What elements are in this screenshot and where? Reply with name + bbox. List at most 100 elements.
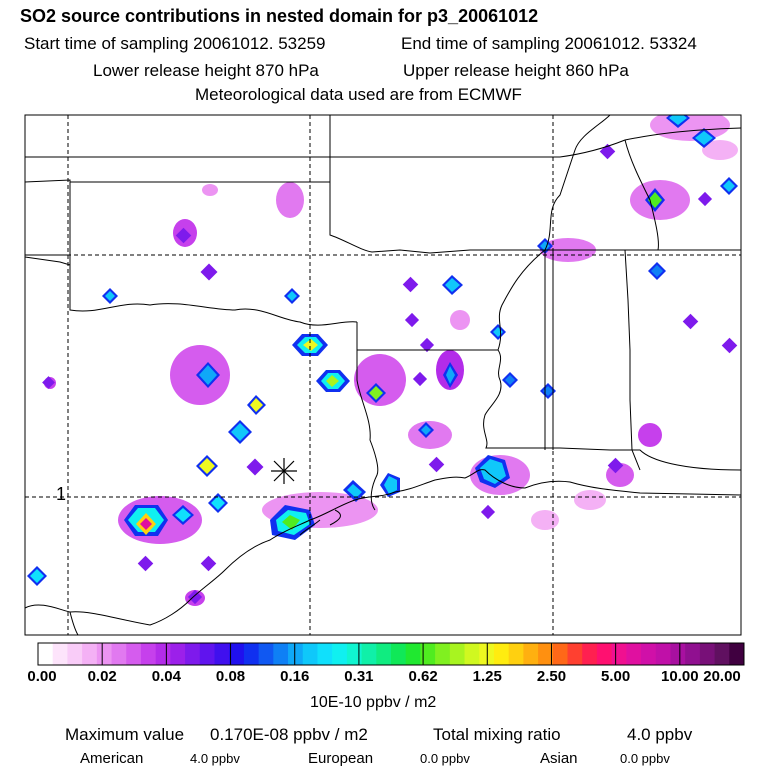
colorbar-swatch: [302, 643, 318, 665]
border-line: [69, 255, 358, 326]
colorbar-swatch: [552, 643, 568, 665]
colorbar-swatch: [626, 643, 642, 665]
hotspot-cell: [105, 291, 115, 301]
colorbar-swatch: [317, 643, 333, 665]
plume-blob: [650, 115, 730, 141]
colorbar-tick-label: 0.02: [87, 668, 117, 685]
colorbar-swatch: [52, 643, 68, 665]
hotspot-cell: [199, 365, 217, 385]
colorbar-swatch: [332, 643, 348, 665]
hotspot-cell: [446, 366, 455, 384]
colorbar-swatch: [346, 643, 362, 665]
border-line: [329, 115, 560, 182]
hotspot-cell: [723, 180, 735, 192]
small-cell: [42, 376, 55, 389]
hotspot-cell: [384, 476, 397, 494]
colorbar-swatch: [288, 643, 304, 665]
hotspot-cell: [199, 458, 215, 474]
hotspot-cell: [369, 386, 383, 400]
colorbar-units: 10E-10 ppbv / m2: [310, 694, 437, 711]
colorbar-swatch: [38, 643, 54, 665]
coastline: [25, 469, 741, 626]
upper-height-label: Upper release height 860 hPa: [403, 61, 629, 80]
plume-blob: [202, 184, 218, 196]
colorbar-swatch: [567, 643, 583, 665]
colorbar-swatch: [96, 643, 112, 665]
start-time-label: Start time of sampling 20061012. 53259: [24, 34, 326, 53]
colorbar-swatch: [199, 643, 215, 665]
plume-blob: [276, 182, 304, 218]
map-title: SO2 source contributions in nested domai…: [20, 6, 539, 26]
colorbar-swatch: [449, 643, 465, 665]
hotspot-cell: [480, 459, 506, 484]
colorbar-tick-label: 1.25: [472, 668, 502, 685]
colorbar-swatch: [258, 643, 274, 665]
hotspot-cell: [30, 569, 44, 583]
lower-height-label: Lower release height 870 hPa: [93, 61, 319, 80]
colorbar-swatch: [82, 643, 98, 665]
small-cell: [412, 371, 428, 387]
hotspot-cell: [421, 425, 431, 435]
colorbar-swatch: [361, 643, 377, 665]
coastline-detail: [299, 509, 341, 536]
colorbar-swatch: [214, 643, 230, 665]
colorbar-swatch: [140, 643, 157, 665]
end-time-label: End time of sampling 20061012. 53324: [401, 34, 697, 53]
american-label: American: [80, 750, 144, 767]
small-cell: [246, 458, 264, 476]
colorbar-swatch: [670, 643, 686, 665]
asterisk-source-marker: [271, 458, 297, 484]
colorbar-swatch: [596, 643, 613, 665]
border-line: [357, 349, 741, 471]
colorbar-frame: [37, 642, 745, 666]
colorbar-swatch: [170, 643, 186, 665]
small-cell: [137, 555, 154, 572]
colorbar-swatch: [185, 643, 201, 665]
colorbar-swatch: [685, 643, 701, 665]
map-frame: [24, 114, 742, 636]
plume-blob: [531, 510, 559, 530]
grid-label: 1: [56, 484, 66, 504]
hotspot-cell: [445, 278, 460, 292]
small-cell: [697, 191, 713, 207]
colorbar-tick-label: 10.00: [661, 668, 699, 685]
border-line: [356, 322, 379, 511]
colorbar-tick-label: 0.31: [344, 668, 374, 685]
plume-blob: [702, 140, 738, 160]
border-line: [624, 249, 641, 471]
hotspot-cell: [669, 115, 687, 125]
max-value-label: Maximum value: [65, 725, 185, 744]
colorbar-tick-label: 0.62: [408, 668, 438, 685]
colorbar-swatch: [508, 643, 524, 665]
colorbar: [38, 643, 745, 665]
colorbar-swatch: [641, 643, 657, 665]
small-cell: [200, 555, 217, 572]
border-line: [624, 139, 659, 251]
small-cell: [187, 589, 203, 605]
colorbar-swatch: [229, 643, 245, 665]
small-cell: [419, 337, 435, 353]
hotspot-cell: [303, 339, 318, 351]
colorbar-swatch: [126, 643, 142, 665]
colorbar-swatch: [611, 643, 627, 665]
american-value: 4.0 ppbv: [190, 751, 240, 766]
border-line: [69, 611, 79, 635]
hotspot-cell: [282, 515, 300, 530]
colorbar-swatch: [714, 643, 730, 665]
colorbar-swatch: [464, 643, 480, 665]
hotspot-cell: [287, 291, 297, 301]
colorbar-swatch: [376, 643, 392, 665]
hotspot-cell: [211, 496, 225, 510]
hotspot-cell: [651, 265, 663, 277]
colorbar-swatch: [420, 643, 436, 665]
colorbar-swatch: [435, 643, 451, 665]
plume-blob: [450, 310, 470, 330]
colorbar-tick-label: 0.00: [27, 668, 57, 685]
hotspot-cell: [505, 375, 515, 385]
colorbar-swatch: [405, 643, 421, 665]
european-label: European: [308, 750, 374, 767]
total-mixing-label: Total mixing ratio: [433, 725, 561, 744]
max-value: 0.170E-08 ppbv / m2: [210, 725, 368, 744]
european-value: 0.0 ppbv: [420, 751, 470, 766]
hotspot-cell: [326, 375, 339, 387]
